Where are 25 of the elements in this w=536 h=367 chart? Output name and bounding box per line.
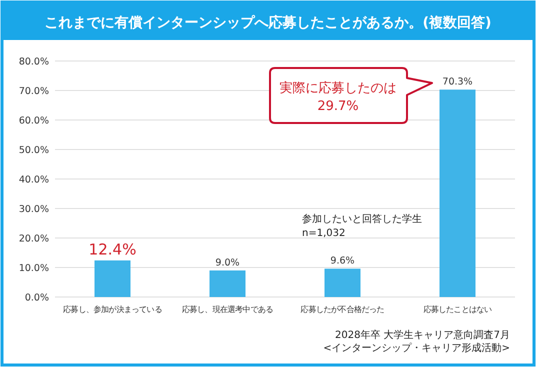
data-label: 9.6% — [330, 256, 355, 267]
x-tick-label: 応募したことはない — [423, 305, 492, 314]
y-tick-label: 0.0% — [24, 292, 49, 304]
y-tick-label: 50.0% — [18, 145, 49, 156]
y-tick-label: 80.0% — [18, 56, 49, 68]
annotation: 参加したいと回答した学生 n=1,032 — [302, 213, 422, 239]
data-label: 9.0% — [215, 257, 240, 268]
y-tick-label: 20.0% — [18, 234, 49, 244]
data-label: 70.3% — [442, 76, 473, 88]
annotation: 実際に応募したのは 29.7% — [280, 80, 396, 114]
y-tick-label: 40.0% — [18, 174, 49, 186]
chart-title: これまでに有償インターンシップへ応募したことがあるか。(複数回答) — [44, 14, 492, 31]
y-tick-label: 30.0% — [18, 204, 49, 215]
x-tick-label: 応募し、参加が決まっている — [63, 305, 162, 314]
y-tick-label: 70.0% — [18, 86, 49, 97]
y-tick-label: 10.0% — [18, 263, 49, 274]
bar — [324, 268, 360, 297]
x-tick-label: 応募し、現在選考中である — [182, 305, 274, 314]
text: 2028年卒 大学生キャリア意向調査7月 <インターンシップ・キャリア形成活動> — [323, 329, 510, 354]
x-tick-label: 応募したが不合格だった — [300, 305, 385, 314]
bar — [94, 260, 130, 297]
data-label: 12.4% — [88, 240, 136, 258]
bar — [210, 270, 246, 297]
y-tick-label: 60.0% — [18, 116, 49, 126]
bar — [440, 90, 476, 297]
